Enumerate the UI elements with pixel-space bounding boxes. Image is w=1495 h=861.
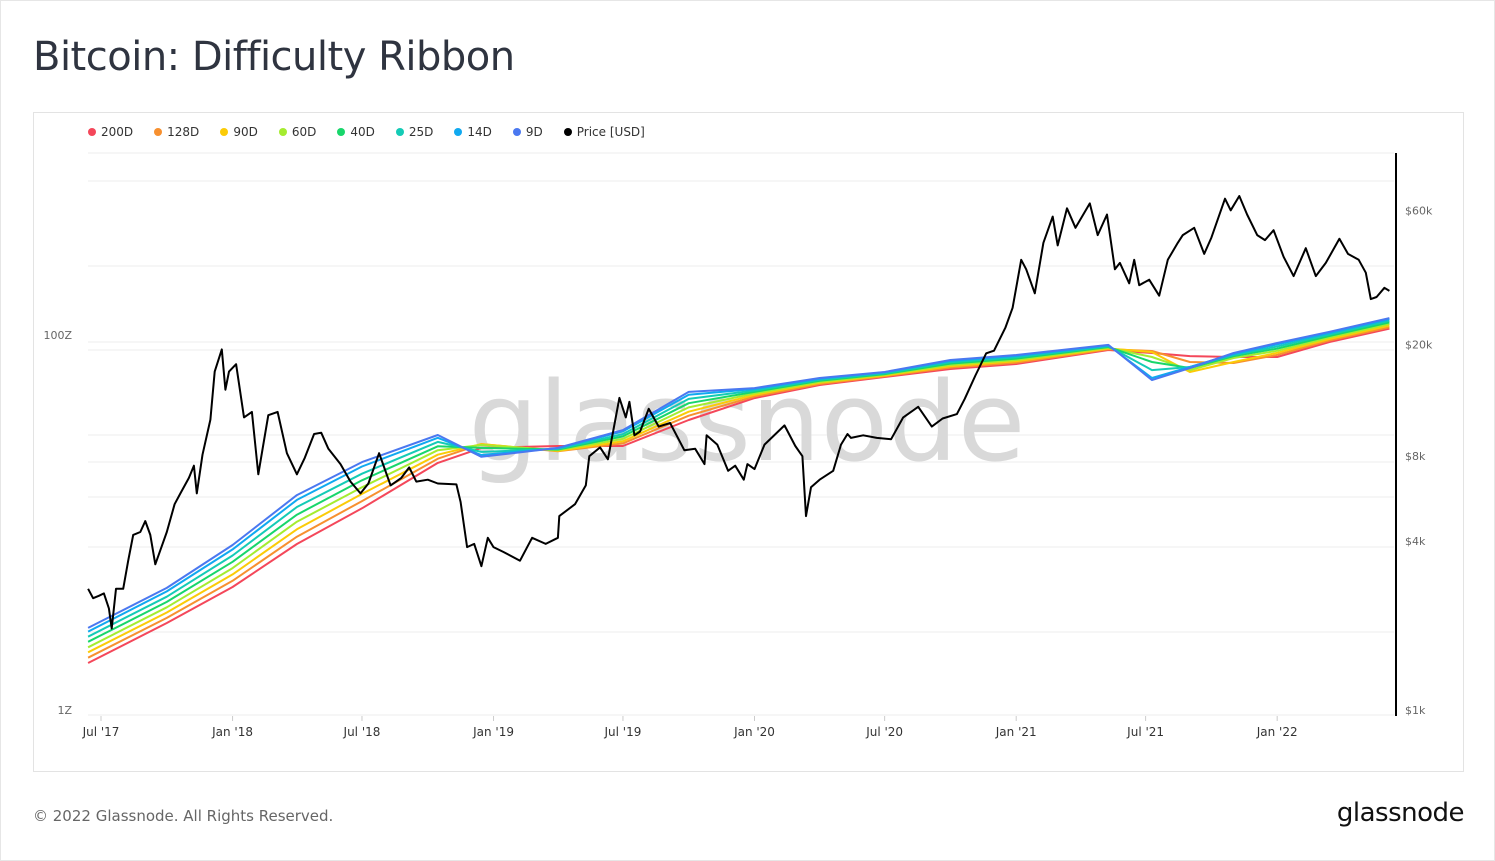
x-tick-label: Jan '21: [995, 725, 1037, 739]
x-tick-label: Jul '19: [604, 725, 642, 739]
x-tick-label: Jul '20: [865, 725, 903, 739]
legend-item-25d[interactable]: 25D: [395, 125, 434, 139]
chart-container: [33, 112, 1464, 772]
x-tick-label: Jul '21: [1126, 725, 1164, 739]
left-tick-label: 1Z: [57, 704, 72, 717]
legend-item-14d[interactable]: 14D: [454, 125, 492, 139]
chart-legend: 200D 128D 90D 60D 40D 25D 14D 9D Price […: [88, 125, 666, 139]
x-tick-label: Jul '17: [82, 725, 120, 739]
x-tick-label: Jan '22: [1256, 725, 1298, 739]
right-tick-label: $1k: [1405, 704, 1426, 717]
x-tick-label: Jan '18: [211, 725, 253, 739]
legend-label: 90D: [233, 125, 258, 139]
right-tick-label: $8k: [1405, 450, 1426, 463]
legend-label: 25D: [408, 125, 434, 139]
legend-item-price[interactable]: Price [USD]: [563, 125, 645, 139]
legend-label: 128D: [167, 125, 200, 139]
copyright: © 2022 Glassnode. All Rights Reserved.: [33, 807, 334, 825]
legend-label: 60D: [291, 125, 317, 139]
series-line-9d: [87, 317, 1390, 629]
left-tick-label: 100Z: [43, 329, 72, 342]
legend-item-128d[interactable]: 128D: [154, 125, 199, 139]
legend-dot: [454, 128, 463, 136]
x-tick-label: Jan '19: [472, 725, 514, 739]
legend-label: 14D: [467, 125, 492, 139]
x-tick-label: Jan '20: [733, 725, 775, 739]
legend-dot: [278, 128, 287, 136]
x-tick-label: Jul '18: [343, 725, 381, 739]
legend-label: 9D: [525, 125, 543, 139]
legend-dot: [220, 128, 229, 136]
legend-item-60d[interactable]: 60D: [278, 125, 317, 139]
legend-item-40d[interactable]: 40D: [337, 125, 375, 139]
series-line-price: [87, 195, 1390, 630]
right-tick-label: $4k: [1405, 535, 1426, 548]
legend-dot: [395, 128, 404, 136]
legend-dot: [512, 128, 521, 136]
legend-item-9d[interactable]: 9D: [512, 125, 543, 139]
series-line-60d: [87, 323, 1390, 649]
series-line-90d: [87, 324, 1390, 654]
right-tick-label: $60k: [1405, 204, 1433, 217]
legend-dot: [154, 128, 163, 136]
series-line-200d: [87, 327, 1390, 664]
glassnode-logo: glassnode: [1336, 798, 1465, 828]
right-tick-label: $20k: [1405, 338, 1433, 351]
legend-dot: [337, 128, 346, 136]
legend-item-90d[interactable]: 90D: [220, 125, 258, 139]
legend-label: 40D: [350, 125, 375, 139]
legend-item-200d[interactable]: 200D: [88, 125, 133, 139]
legend-label: Price [USD]: [576, 125, 645, 139]
page-title: Bitcoin: Difficulty Ribbon: [33, 34, 515, 80]
legend-dot: [88, 128, 96, 136]
series-line-40d: [87, 321, 1390, 643]
legend-dot: [563, 128, 572, 136]
legend-label: 200D: [101, 125, 134, 139]
